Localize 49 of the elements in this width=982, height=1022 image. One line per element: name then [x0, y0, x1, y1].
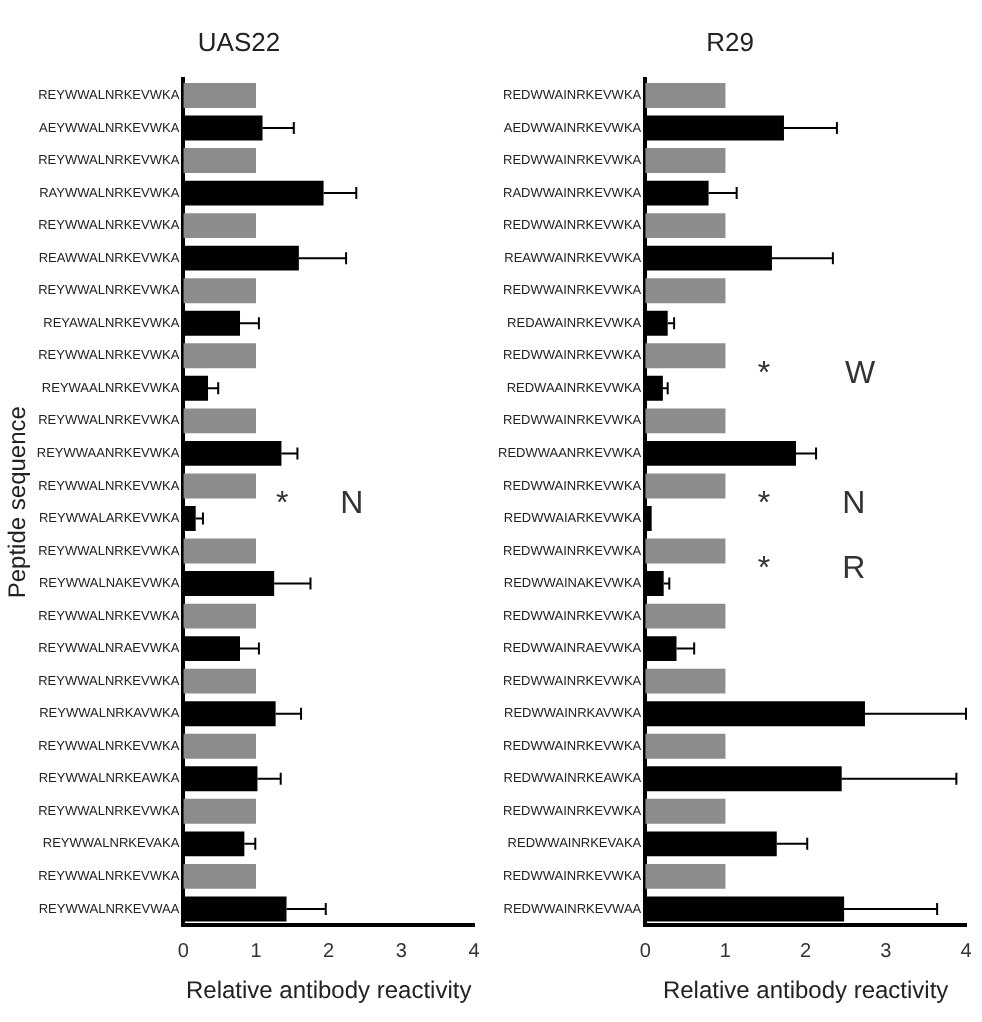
bar: [183, 863, 256, 889]
x-tick-label: 2: [800, 940, 813, 963]
bar: [645, 343, 726, 369]
bar: [645, 733, 726, 759]
annotation: *: [757, 487, 771, 522]
annotation: N: [842, 487, 866, 522]
bar: [183, 668, 256, 694]
bar: [645, 83, 726, 108]
bar: [645, 863, 726, 889]
x-tick-label: 1: [250, 940, 263, 963]
x-tick-label: 0: [177, 940, 190, 963]
bar: [183, 603, 256, 629]
bar: [183, 148, 256, 173]
x-tick-label: 0: [639, 940, 652, 963]
bar: [183, 213, 256, 239]
chart-title: R29: [706, 26, 754, 57]
y-axis-title: Peptide sequence: [3, 405, 32, 599]
bar: [183, 733, 256, 759]
x-tick-label: 1: [719, 940, 732, 963]
bar: [645, 148, 726, 173]
bar: [183, 278, 256, 304]
bar: [645, 408, 726, 434]
x-tick-label: 3: [880, 940, 893, 963]
bar: [183, 83, 256, 108]
bar: [645, 538, 726, 564]
bar: [645, 603, 726, 629]
x-axis-title: Relative antibody reactivity: [662, 976, 949, 1005]
x-tick-label: 3: [395, 940, 408, 963]
annotation: *: [757, 552, 771, 587]
x-tick-label: 4: [960, 940, 973, 963]
bar: [645, 798, 726, 824]
x-axis-title: Relative antibody reactivity: [185, 976, 472, 1005]
bar: [183, 408, 256, 434]
annotation: *: [757, 357, 771, 392]
bar: [645, 213, 726, 239]
x-tick-label: 2: [323, 940, 336, 963]
chart-title: UAS22: [197, 26, 281, 57]
annotation: R: [842, 552, 866, 587]
annotation: *: [275, 487, 289, 522]
bar: [183, 473, 256, 499]
bar: [645, 473, 726, 499]
bar: [183, 538, 256, 564]
bar: [183, 343, 256, 369]
bar: [183, 798, 256, 824]
x-tick-label: 4: [468, 940, 481, 963]
annotation: N: [340, 487, 364, 522]
bar: [645, 668, 726, 694]
annotation: W: [845, 357, 878, 392]
bar: [645, 278, 726, 304]
